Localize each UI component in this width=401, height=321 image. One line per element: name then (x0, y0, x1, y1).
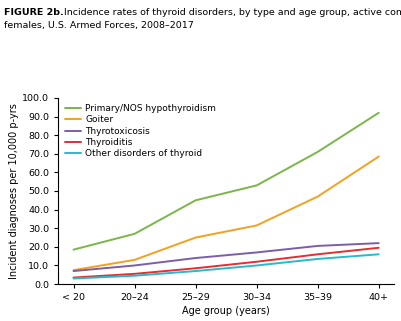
Line: Other disorders of thyroid: Other disorders of thyroid (73, 254, 378, 279)
Thyrotoxicosis (71, 269, 76, 273)
Primary/NOS hypothyroidism (375, 111, 380, 115)
Thyrotoxicosis (193, 256, 198, 260)
X-axis label: Age group (years): Age group (years) (182, 306, 269, 316)
Goiter (375, 155, 380, 159)
Y-axis label: Incident diagnoses per 10,000 p-yrs: Incident diagnoses per 10,000 p-yrs (10, 103, 19, 279)
Primary/NOS hypothyroidism (71, 248, 76, 252)
Thyroiditis (314, 252, 319, 256)
Primary/NOS hypothyroidism (132, 232, 137, 236)
Line: Goiter: Goiter (73, 157, 378, 270)
Primary/NOS hypothyroidism (193, 198, 198, 202)
Text: Incidence rates of thyroid disorders, by type and age group, active component: Incidence rates of thyroid disorders, by… (4, 8, 401, 17)
Line: Thyroiditis: Thyroiditis (73, 248, 378, 278)
Goiter (71, 268, 76, 272)
Goiter (314, 195, 319, 198)
Thyrotoxicosis (375, 241, 380, 245)
Other disorders of thyroid (193, 269, 198, 273)
Thyroiditis (375, 246, 380, 250)
Other disorders of thyroid (314, 257, 319, 261)
Thyrotoxicosis (314, 244, 319, 248)
Other disorders of thyroid (375, 252, 380, 256)
Other disorders of thyroid (132, 274, 137, 278)
Thyrotoxicosis (132, 264, 137, 267)
Thyrotoxicosis (253, 250, 258, 254)
Thyroiditis (253, 260, 258, 264)
Legend: Primary/NOS hypothyroidism, Goiter, Thyrotoxicosis, Thyroiditis, Other disorders: Primary/NOS hypothyroidism, Goiter, Thyr… (61, 100, 219, 162)
Primary/NOS hypothyroidism (314, 150, 319, 154)
Thyroiditis (193, 266, 198, 270)
Other disorders of thyroid (71, 277, 76, 281)
Text: females, U.S. Armed Forces, 2008–2017: females, U.S. Armed Forces, 2008–2017 (4, 21, 193, 30)
Goiter (132, 258, 137, 262)
Other disorders of thyroid (253, 264, 258, 267)
Goiter (253, 223, 258, 227)
Thyroiditis (132, 272, 137, 276)
Thyroiditis (71, 276, 76, 280)
Line: Primary/NOS hypothyroidism: Primary/NOS hypothyroidism (73, 113, 378, 250)
Goiter (193, 236, 198, 239)
Primary/NOS hypothyroidism (253, 184, 258, 187)
Text: FIGURE 2b.: FIGURE 2b. (4, 8, 64, 17)
Line: Thyrotoxicosis: Thyrotoxicosis (73, 243, 378, 271)
